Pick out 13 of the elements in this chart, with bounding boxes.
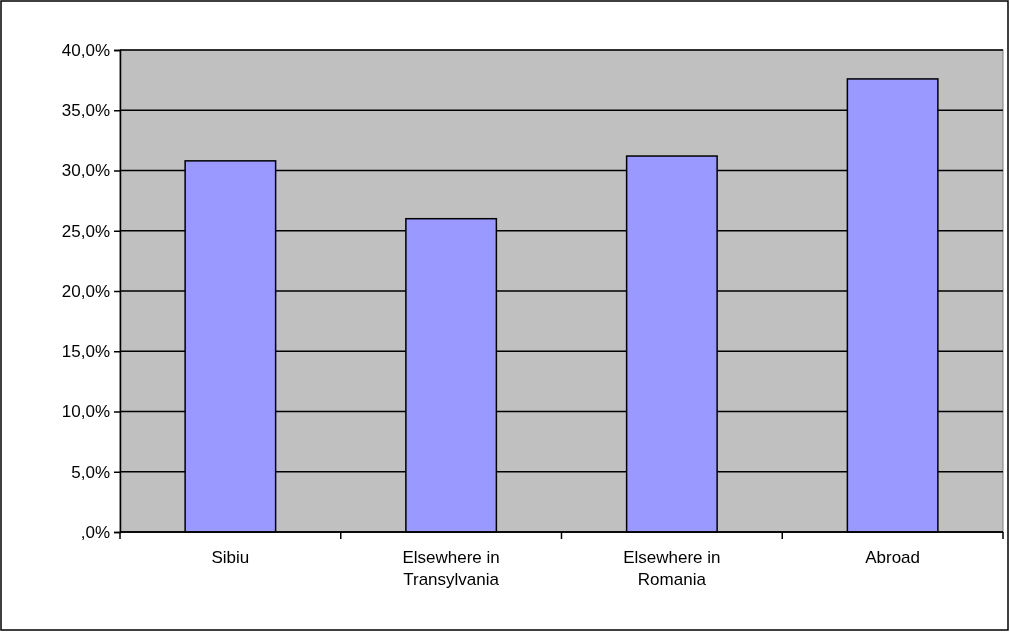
y-tick-label: 35,0% [61, 101, 110, 121]
y-tick-label: 25,0% [61, 221, 110, 241]
y-tick-label: 15,0% [61, 342, 110, 362]
x-tick-label: Elsewhere in Transylvania [402, 548, 500, 590]
x-tick-label: Elsewhere in Romania [623, 548, 721, 590]
y-tick-label: 10,0% [61, 402, 110, 422]
y-tick-label: 30,0% [61, 161, 110, 181]
y-tick-label: ,0% [80, 522, 110, 542]
x-tick-label: Abroad [865, 548, 921, 567]
y-tick-label: 40,0% [61, 40, 110, 60]
y-tick-label: 20,0% [61, 281, 110, 301]
x-tick-label: Sibiu [211, 548, 250, 567]
y-tick-label: 5,0% [71, 462, 110, 482]
